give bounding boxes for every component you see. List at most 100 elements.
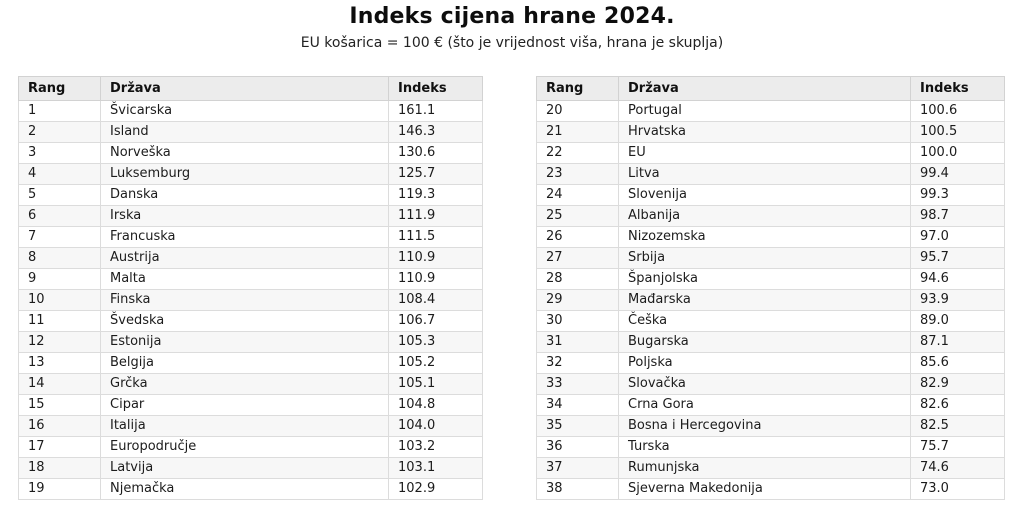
country-cell: Francuska: [100, 226, 389, 248]
table-row: 2 Island 146.3: [18, 121, 483, 143]
table-row: 14 Grčka 105.1: [18, 373, 483, 395]
col-header-index: Indeks: [388, 76, 483, 101]
rank-cell: 11: [18, 310, 101, 332]
index-cell: 105.2: [388, 352, 483, 374]
table-row: 24 Slovenija 99.3: [536, 184, 1005, 206]
page-subtitle: EU košarica = 100 € (što je vrijednost v…: [300, 35, 724, 51]
table-row: 29 Mađarska 93.9: [536, 289, 1005, 311]
rank-cell: 5: [18, 184, 101, 206]
table-row: 10 Finska 108.4: [18, 289, 483, 311]
col-header-index: Indeks: [910, 76, 1005, 101]
index-cell: 104.8: [388, 394, 483, 416]
table-row: 7 Francuska 111.5: [18, 226, 483, 248]
table-row: 33 Slovačka 82.9: [536, 373, 1005, 395]
index-cell: 111.9: [388, 205, 483, 227]
table-row: 19 Njemačka 102.9: [18, 478, 483, 500]
country-cell: Rumunjska: [618, 457, 911, 479]
rank-cell: 34: [536, 394, 619, 416]
table-row: 25 Albanija 98.7: [536, 205, 1005, 227]
table-row: 13 Belgija 105.2: [18, 352, 483, 374]
col-header-rank: Rang: [536, 76, 619, 101]
country-cell: Mađarska: [618, 289, 911, 311]
table-row: 15 Cipar 104.8: [18, 394, 483, 416]
country-cell: EU: [618, 142, 911, 164]
rank-cell: 36: [536, 436, 619, 458]
index-cell: 103.1: [388, 457, 483, 479]
table-row: 8 Austrija 110.9: [18, 247, 483, 269]
country-cell: Austrija: [100, 247, 389, 269]
country-cell: Norveška: [100, 142, 389, 164]
table-row: 34 Crna Gora 82.6: [536, 394, 1005, 416]
country-cell: Češka: [618, 310, 911, 332]
index-cell: 100.5: [910, 121, 1005, 143]
rank-cell: 30: [536, 310, 619, 332]
index-cell: 85.6: [910, 352, 1005, 374]
rank-cell: 3: [18, 142, 101, 164]
index-cell: 89.0: [910, 310, 1005, 332]
country-cell: Italija: [100, 415, 389, 437]
index-cell: 73.0: [910, 478, 1005, 500]
table-body-left: 1 Švicarska 161.1 2 Island 146.3 3 Norveška 130.…: [18, 100, 483, 500]
index-cell: 110.9: [388, 247, 483, 269]
rank-table-left: Rang Država Indeks 1 Švicarska 161.1 2 Islan…: [18, 76, 483, 500]
country-cell: Hrvatska: [618, 121, 911, 143]
rank-cell: 4: [18, 163, 101, 185]
country-cell: Danska: [100, 184, 389, 206]
rank-cell: 28: [536, 268, 619, 290]
rank-cell: 32: [536, 352, 619, 374]
index-cell: 106.7: [388, 310, 483, 332]
index-cell: 104.0: [388, 415, 483, 437]
header-row: Rang Država Indeks: [18, 76, 483, 101]
rank-cell: 37: [536, 457, 619, 479]
country-cell: Europodručje: [100, 436, 389, 458]
index-cell: 130.6: [388, 142, 483, 164]
country-cell: Latvija: [100, 457, 389, 479]
table-row: 23 Litva 99.4: [536, 163, 1005, 185]
index-cell: 105.3: [388, 331, 483, 353]
index-cell: 99.3: [910, 184, 1005, 206]
rank-cell: 38: [536, 478, 619, 500]
table-row: 6 Irska 111.9: [18, 205, 483, 227]
rank-cell: 9: [18, 268, 101, 290]
rank-cell: 16: [18, 415, 101, 437]
index-cell: 108.4: [388, 289, 483, 311]
country-cell: Island: [100, 121, 389, 143]
table-row: 36 Turska 75.7: [536, 436, 1005, 458]
table-row: 38 Sjeverna Makedonija 73.0: [536, 478, 1005, 500]
country-cell: Švicarska: [100, 100, 389, 122]
table-row: 16 Italija 104.0: [18, 415, 483, 437]
country-cell: Albanija: [618, 205, 911, 227]
table-row: 32 Poljska 85.6: [536, 352, 1005, 374]
rank-table-right: Rang Država Indeks 20 Portugal 100.6 21 Hrva…: [536, 76, 1005, 500]
table-row: 9 Malta 110.9: [18, 268, 483, 290]
country-cell: Grčka: [100, 373, 389, 395]
country-cell: Bugarska: [618, 331, 911, 353]
table-row: 4 Luksemburg 125.7: [18, 163, 483, 185]
country-cell: Litva: [618, 163, 911, 185]
table-row: 3 Norveška 130.6: [18, 142, 483, 164]
rank-cell: 19: [18, 478, 101, 500]
country-cell: Portugal: [618, 100, 911, 122]
index-cell: 103.2: [388, 436, 483, 458]
table-row: 20 Portugal 100.6: [536, 100, 1005, 122]
rank-cell: 14: [18, 373, 101, 395]
country-cell: Irska: [100, 205, 389, 227]
country-cell: Nizozemska: [618, 226, 911, 248]
table-row: 35 Bosna i Hercegovina 82.5: [536, 415, 1005, 437]
index-cell: 110.9: [388, 268, 483, 290]
rank-cell: 31: [536, 331, 619, 353]
index-cell: 75.7: [910, 436, 1005, 458]
country-cell: Crna Gora: [618, 394, 911, 416]
rank-cell: 8: [18, 247, 101, 269]
country-cell: Švedska: [100, 310, 389, 332]
rank-cell: 23: [536, 163, 619, 185]
index-cell: 146.3: [388, 121, 483, 143]
index-cell: 125.7: [388, 163, 483, 185]
rank-cell: 13: [18, 352, 101, 374]
rank-cell: 6: [18, 205, 101, 227]
index-cell: 74.6: [910, 457, 1005, 479]
country-cell: Turska: [618, 436, 911, 458]
index-cell: 119.3: [388, 184, 483, 206]
col-header-country: Država: [100, 76, 389, 101]
